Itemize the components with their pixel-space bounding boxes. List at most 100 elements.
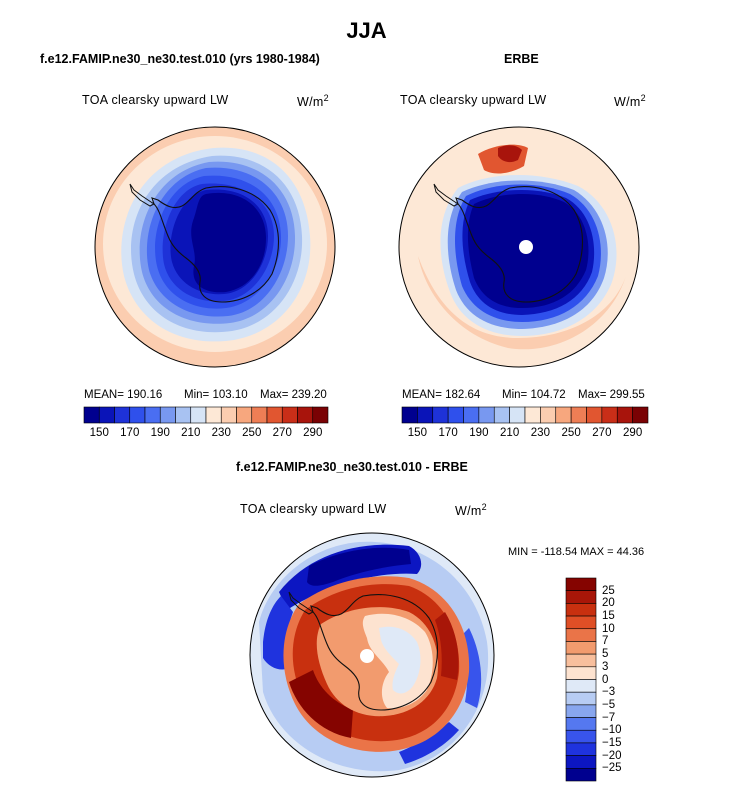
- panel3-colorbar-swatch-1: [565, 590, 597, 604]
- panel3-colorbar-level-label: −15: [602, 736, 622, 749]
- panel3-colorbar-swatch-11: [565, 717, 597, 731]
- panel1-colorbar-tick-label: 190: [150, 427, 170, 439]
- panel3-colorbar-swatch-2: [565, 603, 597, 617]
- panel2-min: Min= 104.72: [502, 389, 566, 401]
- panel2-colorbar-tick-label: 190: [469, 427, 489, 439]
- panel3-colorbar-swatch-13: [565, 742, 597, 756]
- panel2-colorbar-tick-label: 230: [530, 427, 550, 439]
- map2-border: [398, 126, 640, 368]
- panel1-units-label: W/m2: [297, 93, 329, 109]
- panel1-colorbar-swatch-1: [98, 406, 115, 424]
- panel1-colorbar-swatch-15: [312, 406, 329, 424]
- panel2-colorbar-swatch-12: [586, 406, 603, 424]
- panel1-colorbar-swatch-0: [83, 406, 100, 424]
- panel2-colorbar-swatch-10: [555, 406, 572, 424]
- panel3-colorbar: [565, 577, 597, 782]
- panel2-colorbar-tick-label: 290: [623, 427, 643, 439]
- panel1-colorbar-swatch-4: [144, 406, 161, 424]
- panel2-colorbar-swatch-6: [493, 406, 510, 424]
- panel2-colorbar-tick-label: 210: [500, 427, 520, 439]
- panel2-colorbar-swatch-13: [601, 406, 618, 424]
- panel2-colorbar-swatch-7: [509, 406, 526, 424]
- panel1-colorbar-swatch-10: [236, 406, 253, 424]
- panel3-colorbar-swatch-9: [565, 691, 597, 706]
- panel2-colorbar-swatch-2: [432, 406, 449, 424]
- panel1-colorbar-tick-label: 170: [120, 427, 140, 439]
- map2-hot-spot: [498, 145, 522, 163]
- map3-neg-southeast: [399, 722, 459, 764]
- panel3-colorbar-swatch-12: [565, 729, 597, 744]
- map1-antarctica-interior: [191, 192, 266, 293]
- panel2-colorbar-swatch-8: [524, 406, 541, 424]
- panel2-colorbar-tick-label: 170: [438, 427, 458, 439]
- map3-neg-north-deep: [307, 547, 411, 586]
- units-text: W/m: [614, 95, 641, 110]
- panel2-colorbar-swatch-11: [570, 406, 587, 424]
- panel1-mean: MEAN= 190.16: [84, 389, 163, 401]
- panel3-colorbar-level-label: 7: [602, 635, 609, 648]
- map1-peninsula: [129, 183, 155, 207]
- panel3-colorbar-swatch-10: [565, 704, 597, 718]
- map2-antarctica-coastline: [455, 186, 583, 303]
- panel3-colorbar-swatch-5: [565, 641, 597, 655]
- map1-antarctica-coastline: [151, 186, 279, 303]
- units-text: W/m: [455, 504, 482, 519]
- panel3-colorbar-level-label: 25: [602, 584, 615, 597]
- panel3-variable-label: TOA clearsky upward LW: [240, 502, 387, 516]
- panel3-units-label: W/m2: [455, 502, 487, 518]
- panel3-colorbar-swatch-6: [565, 653, 597, 668]
- panel1-colorbar-tick-label: 290: [303, 427, 323, 439]
- panel1-colorbar-swatch-2: [114, 406, 131, 424]
- panel2-mean: MEAN= 182.64: [402, 389, 481, 401]
- panel2-colorbar-tick-label: 250: [561, 427, 581, 439]
- map2-pole-hole: [519, 240, 533, 254]
- panel1-colorbar-swatch-14: [297, 406, 314, 424]
- panel1-colorbar: [83, 406, 329, 424]
- panel3-polar-map: [249, 532, 495, 778]
- panel3-colorbar-swatch-3: [565, 615, 597, 630]
- map3-interior-white: [379, 626, 421, 694]
- panel3-colorbar-level-label: 15: [602, 610, 615, 623]
- panel2-colorbar-tick-label: 150: [407, 427, 427, 439]
- panel2-colorbar-swatch-4: [463, 406, 480, 424]
- panel1-variable-label: TOA clearsky upward LW: [82, 93, 229, 107]
- panel3-colorbar-level-label: 0: [602, 673, 609, 686]
- panel2-title: ERBE: [504, 52, 539, 66]
- panel1-colorbar-swatch-3: [129, 406, 146, 424]
- panel3-colorbar-ticks: 25 20 15 10 7 5 3 0 −3 −5 −7 −10 −15 −20 −25: [602, 578, 642, 781]
- map3-warm-ring-deep2: [435, 612, 459, 680]
- map3-antarctica-coastline: [310, 594, 438, 711]
- panel3-colorbar-level-label: −10: [602, 724, 622, 737]
- panel2-colorbar-swatch-14: [616, 406, 633, 424]
- panel1-colorbar-tick-label: 210: [181, 427, 201, 439]
- panel1-colorbar-tick-label: 230: [211, 427, 231, 439]
- panel2-colorbar-swatch-9: [540, 406, 557, 424]
- panel1-polar-map: [94, 126, 336, 368]
- panel1-colorbar-swatch-5: [159, 406, 176, 424]
- panel3-colorbar-level-label: −3: [602, 686, 616, 699]
- panel3-colorbar-swatch-15: [565, 768, 597, 782]
- panel3-colorbar-level-label: 3: [602, 660, 609, 673]
- panel1-title: f.e12.FAMIP.ne30_ne30.test.010 (yrs 1980…: [40, 52, 320, 66]
- panel1-colorbar-swatch-6: [175, 406, 192, 424]
- panel3-minmax: MIN = -118.54 MAX = 44.36: [508, 546, 645, 558]
- panel1-colorbar-swatch-9: [220, 406, 237, 424]
- panel2-polar-map: [398, 126, 640, 368]
- panel2-colorbar-swatch-5: [478, 406, 495, 424]
- panel1-colorbar-ticks: 150 170 190 210 230 250 270 290: [84, 427, 328, 441]
- panel1-colorbar-tick-label: 150: [89, 427, 109, 439]
- panel2-variable-label: TOA clearsky upward LW: [400, 93, 547, 107]
- units-exponent: 2: [323, 93, 329, 103]
- units-exponent: 2: [640, 93, 646, 103]
- panel2-colorbar-swatch-1: [417, 406, 434, 424]
- panel3-colorbar-level-label: 5: [602, 648, 609, 661]
- panel3-colorbar-swatch-7: [565, 666, 597, 680]
- panel2-colorbar-ticks: 150 170 190 210 230 250 270 290: [402, 427, 648, 441]
- panel1-colorbar-swatch-12: [266, 406, 283, 424]
- panel3-colorbar-level-label: 10: [602, 622, 615, 635]
- panel3-colorbar-swatch-0: [565, 577, 597, 591]
- map2-peninsula: [433, 183, 459, 207]
- map3-border: [249, 532, 495, 778]
- panel3-colorbar-level-label: −7: [602, 711, 616, 724]
- panel1-colorbar-swatch-7: [190, 406, 207, 424]
